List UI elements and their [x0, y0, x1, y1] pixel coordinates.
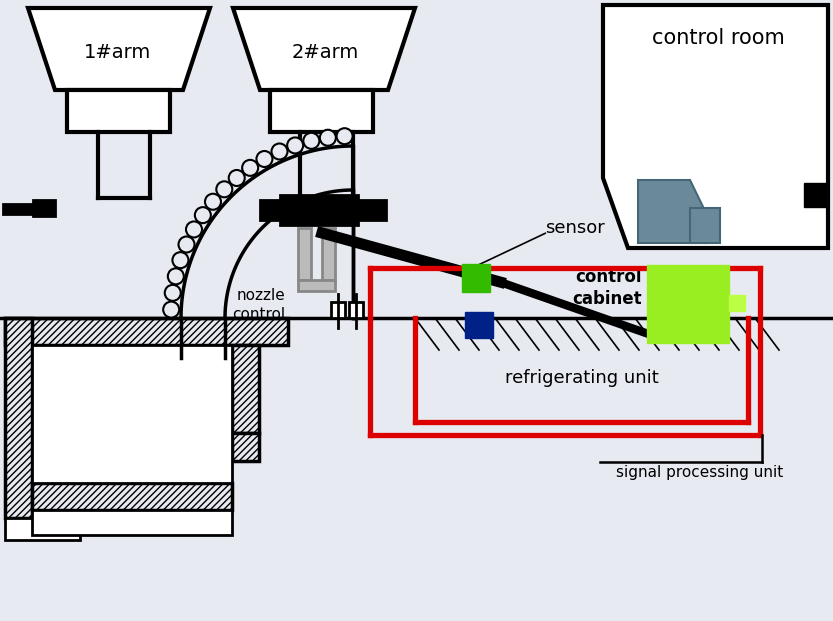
Bar [5, 318, 288, 345]
Bar [5, 318, 32, 518]
Circle shape [242, 160, 258, 176]
Bar [32, 345, 232, 483]
Circle shape [165, 285, 181, 301]
Bar [5, 518, 80, 540]
Text: sensor: sensor [545, 219, 605, 237]
Text: 1#arm: 1#arm [84, 42, 152, 61]
Bar [32, 483, 232, 510]
Circle shape [303, 133, 319, 149]
Bar [358, 200, 386, 220]
Bar [232, 345, 259, 433]
Bar [260, 200, 282, 220]
Text: control
cabinet: control cabinet [572, 268, 642, 308]
Circle shape [257, 151, 272, 167]
Circle shape [320, 130, 336, 146]
Polygon shape [603, 5, 828, 248]
Bar [298, 280, 335, 291]
Bar [804, 183, 828, 207]
Circle shape [287, 137, 303, 153]
Circle shape [205, 194, 221, 210]
Bar [322, 228, 335, 280]
Circle shape [186, 222, 202, 237]
Circle shape [167, 268, 184, 284]
Bar [647, 265, 729, 343]
Circle shape [163, 302, 179, 317]
Circle shape [337, 128, 352, 144]
Bar [280, 195, 358, 225]
Bar [729, 295, 745, 311]
Polygon shape [638, 180, 707, 243]
Bar [465, 312, 493, 338]
Circle shape [172, 252, 188, 268]
Bar [232, 433, 259, 461]
Bar [298, 228, 311, 280]
Polygon shape [28, 8, 210, 90]
Bar [349, 302, 363, 318]
Bar [690, 208, 720, 243]
Text: refrigerating unit: refrigerating unit [505, 369, 659, 387]
Circle shape [217, 181, 232, 197]
Text: 2#arm: 2#arm [292, 42, 359, 61]
Text: nozzle
control: nozzle control [232, 288, 285, 322]
Bar [3, 204, 35, 214]
Polygon shape [233, 8, 415, 90]
Circle shape [229, 170, 245, 186]
Bar [33, 200, 55, 216]
Bar [462, 264, 490, 292]
Bar [270, 90, 373, 132]
Circle shape [178, 237, 195, 253]
Circle shape [195, 207, 211, 223]
Text: signal processing unit: signal processing unit [616, 465, 784, 479]
Circle shape [272, 143, 287, 160]
Text: control room: control room [651, 28, 785, 48]
Bar [67, 90, 170, 132]
Bar [331, 302, 345, 318]
Bar [32, 510, 232, 535]
